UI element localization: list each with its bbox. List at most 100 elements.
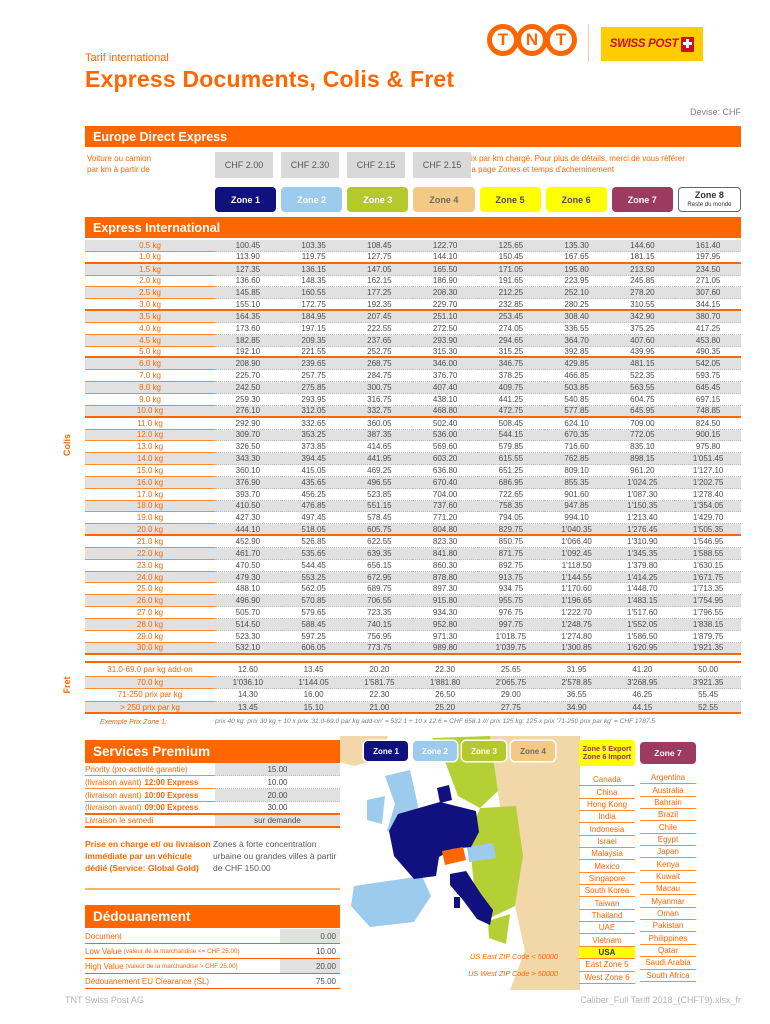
price-cell: 375.25 [609,323,676,335]
price-cell: 913.75 [478,572,544,584]
fret-vertical-label: Fret [62,676,72,694]
price-cell: 186.90 [412,276,478,288]
price-cell: 479.30 [215,572,281,584]
price-cell: 13.45 [280,664,347,677]
dedouanement-label: Document [85,931,122,941]
price-cell: 309.70 [215,430,281,442]
map-zone-3-button: Zone 3 [462,741,506,761]
price-row: 25.0 kg 488.10 562.05 689.75 897.30 934.75 1'1… [85,583,741,596]
price-cell: 1'066.40 [543,536,610,548]
us-east-zip-note: US East ZIP Code < 50000 [470,952,558,961]
zone-header-label: Zone 8 [694,189,724,200]
price-cell: 1'713.35 [675,583,741,596]
weight-label-cell: 20.0 kg [85,524,215,537]
footer-company: TNT Swiss Post AG [65,995,144,1005]
currency-label: Devise: CHF [689,107,741,117]
price-cell: 900.15 [675,430,741,442]
europe-direct-left-label-line1: Voiture ou camion [87,154,152,163]
price-cell: 535.65 [280,548,347,560]
country-item: USA [579,946,635,960]
us-west-zip-note: US West ZIP Code > 50000 [468,969,558,978]
price-row: 15.0 kg 360.10 415.05 469.25 636.80 651.25 809… [85,465,741,477]
price-cell: 100.45 [215,240,281,252]
zone-1-header: Zone 1 [215,187,277,212]
price-cell: 21.00 [346,702,413,715]
price-cell: 824.50 [675,418,741,430]
price-cell: 1'754.95 [675,595,741,608]
price-row: 21.0 kg 452.90 526.85 622.55 823.30 850.75 1'0… [85,536,741,548]
weight-label-cell: 1.5 kg [85,264,215,276]
price-cell: 496.90 [215,595,281,608]
price-cell: 237.65 [346,335,413,347]
price-cell: 639.35 [346,548,413,560]
zone-7-header: Zone 7 [611,187,673,212]
price-cell: 1'546.95 [675,536,741,548]
price-cell: 407.60 [609,335,676,347]
price-cell: 686.95 [478,477,544,489]
price-cell: 551.15 [346,501,413,513]
price-cell: 689.75 [346,583,413,596]
price-cell: 336.55 [543,323,610,335]
price-cell: 850.75 [478,536,544,548]
price-cell: 544.45 [280,560,347,572]
price-cell: 293.90 [412,335,478,347]
price-cell: 706.55 [346,595,413,608]
price-cell: 772.05 [609,430,676,442]
services-premium-value: sur demande [215,815,340,828]
price-cell: 136.15 [280,264,347,276]
price-cell: 709.00 [609,418,676,430]
price-cell: 429.85 [543,358,610,371]
price-cell: 245.85 [609,276,676,288]
price-cell: 394.45 [280,453,347,466]
country-item: Mexico [579,860,635,873]
price-cell: 522.35 [609,370,676,383]
colis-price-table: 0.5 kg 100.45 103.35 108.45 122.70 125.65 135.… [85,240,741,655]
price-cell: 1'448.70 [609,583,676,596]
price-cell: 748.85 [675,406,741,418]
dedouanement-value: 10.00 [315,946,336,956]
price-cell: 809.10 [543,465,610,477]
price-cell: 229.70 [412,299,478,312]
price-cell: 1'278.40 [675,489,741,501]
price-cell: 1'276.45 [609,524,676,537]
price-cell: 878.80 [412,572,478,584]
country-item: Oman [640,908,696,921]
weight-label-cell: 14.0 kg [85,453,215,466]
zone-8-header: Zone 8 Reste du monde [677,187,741,212]
price-cell: 603.20 [412,453,478,466]
zone-header-label: Zone 7 [627,194,657,205]
weight-label-cell: 21.0 kg [85,536,215,548]
price-cell: 415.05 [280,465,347,477]
price-cell: 855.35 [543,477,610,489]
price-cell: 697.15 [675,394,741,406]
price-cell: 971.30 [412,631,478,643]
weight-label-cell: 10.0 kg [85,406,215,418]
services-premium-label: (livraison avant) 10:00 Express [85,789,215,802]
weight-label-cell: 24.0 kg [85,572,215,584]
price-cell: 496.55 [346,477,413,489]
price-cell: 773.75 [346,643,413,655]
price-cell: 332.65 [280,418,347,430]
weight-label-cell: 17.0 kg [85,489,215,501]
price-cell: 975.80 [675,441,741,454]
price-cell: 3'921.35 [675,677,741,690]
price-cell: 490.35 [675,347,741,359]
price-cell: 897.30 [412,583,478,596]
price-row: 30.0 kg 532.10 606.05 773.75 989.80 1'039.75 1… [85,642,741,655]
price-cell: 316.75 [346,394,413,406]
price-cell: 934.30 [412,607,478,619]
price-cell: 1'213.40 [609,512,676,525]
price-cell: 563.55 [609,382,676,394]
price-cell: 497.45 [280,512,347,525]
dedouanement-label-detail: (valeur de la marchandise > CHF 25.00) [125,962,238,970]
price-cell: 307.60 [675,287,741,300]
km-price-box: CHF 2.00 [215,152,273,178]
price-cell: 645.95 [609,406,676,418]
price-cell: 1'588.55 [675,548,741,560]
price-cell: 315.30 [412,347,478,359]
price-cell: 343.30 [215,453,281,466]
price-cell: 476.85 [280,501,347,513]
price-cell: 1'354.05 [675,501,741,513]
country-item: UAE [579,922,635,935]
